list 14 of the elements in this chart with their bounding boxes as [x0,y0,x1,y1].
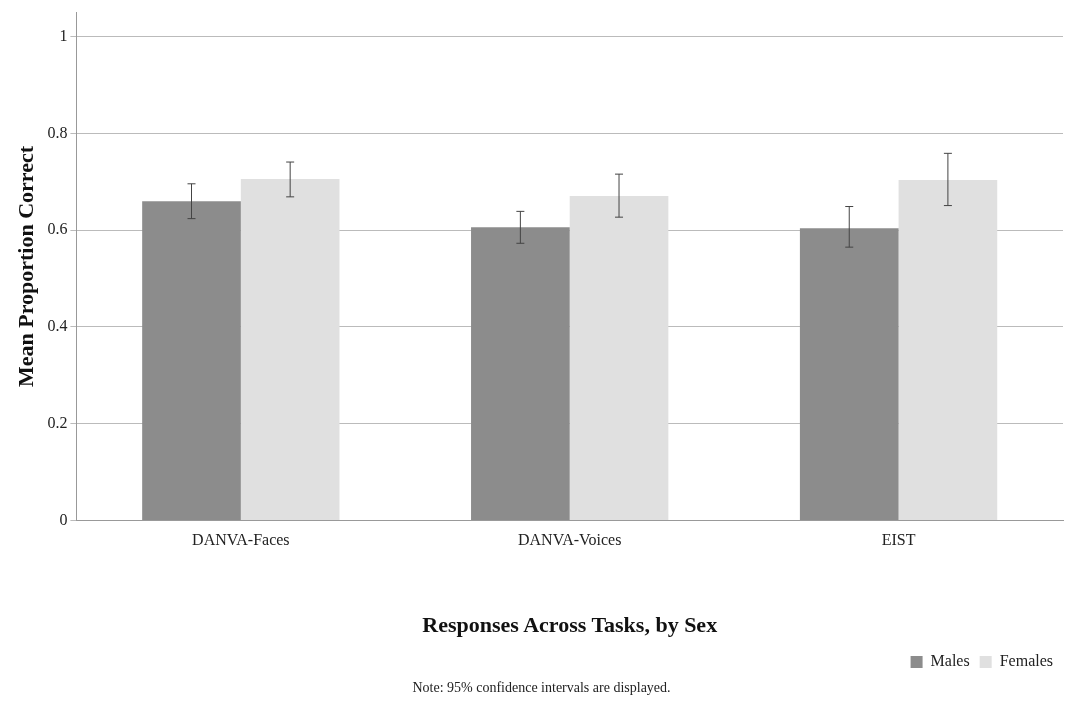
y-tick-label: 0 [59,510,68,528]
text: Note: 95% confidence intervals are displayed. [411,680,672,696]
legend-label: Females [999,652,1054,670]
x-tick-label: DANVA-Faces [192,531,290,549]
y-tick-label: 0.2 [47,413,68,431]
legend-label: Males [930,652,970,670]
x-tick-label: EIST [881,531,916,549]
y-tick-label: 0.4 [47,317,68,335]
y-tick-label: 0.8 [47,123,68,141]
x-tick-label: DANVA-Voices [518,531,622,549]
y-axis-title: Mean Proportion Correct [12,145,38,388]
x-axis-title: Responses Across Tasks, by Sex [422,612,718,638]
y-tick-label: 0.6 [47,220,68,238]
y-tick-label: 1 [59,26,68,44]
